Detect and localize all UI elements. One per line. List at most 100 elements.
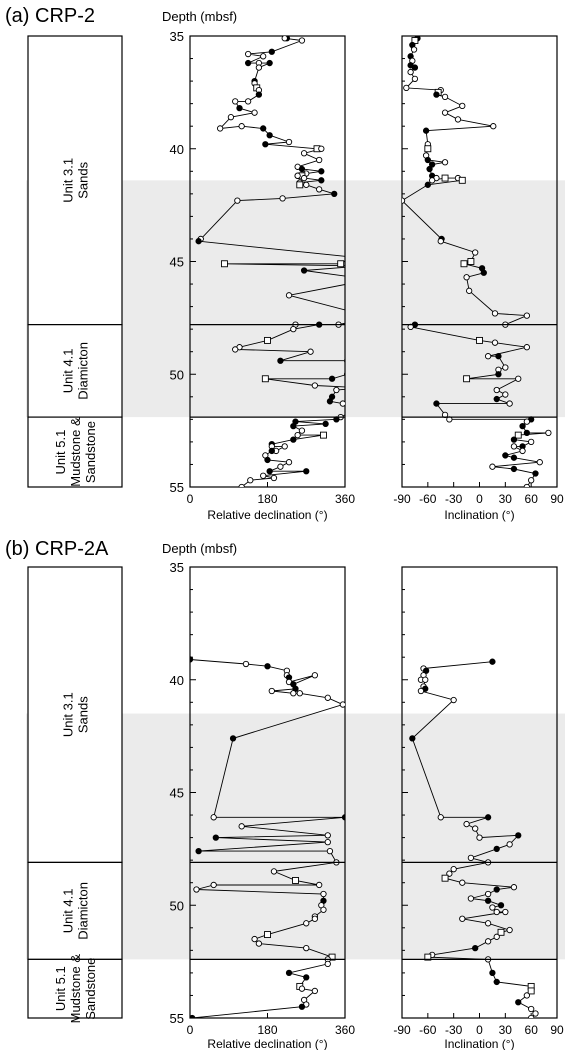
data-point-filled [322,420,329,428]
data-point-filled [502,452,509,459]
x-axis-label: Inclination (°) [444,1037,514,1050]
data-point-square [476,336,483,344]
data-point-open [311,915,319,922]
unit-label: Sands [76,696,91,733]
data-point-square [296,181,304,189]
unit-box [27,566,123,864]
data-point-filled [303,468,310,475]
x-tick: 90 [550,1023,564,1037]
data-point-open [545,429,552,437]
data-point-filled [489,969,496,977]
data-point-open [281,36,288,42]
data-point-open [324,960,331,968]
data-point-open [320,890,327,898]
data-point-open [210,814,217,821]
x-tick: 60 [525,492,539,506]
data-point-open [523,344,531,351]
data-point-open [316,881,323,889]
data-point-open [441,109,449,116]
data-point-open [441,159,449,166]
data-point-open [227,114,235,121]
data-point-open [484,938,492,945]
data-point-open [523,992,531,999]
data-point-open [403,84,410,92]
data-point-square [463,375,471,383]
data-point-open [251,935,258,943]
x-tick-labels: 0 180 360 [187,492,356,506]
data-point-open [244,98,252,105]
data-point-square [292,876,299,884]
data-point-open [489,463,496,470]
data-point-filled [515,999,522,1006]
data-point-open [260,53,267,60]
data-point-open [294,431,301,439]
data-point-open [294,172,301,179]
data-point-open [255,940,263,947]
data-point-open [303,944,310,952]
data-point-open [238,823,245,830]
markers [409,658,539,1018]
data-point-filled [433,400,440,407]
data-point-square [514,431,522,439]
data-point-open [324,838,331,846]
data-point-filled [433,91,440,98]
x-tick: -30 [445,1023,463,1037]
data-point-filled [328,375,336,382]
data-point-open [247,477,254,484]
data-point-open [528,477,535,484]
data-point-open [333,386,340,394]
data-point-filled [264,456,271,464]
depth-tick-labels: 35 40 45 50 55 [170,29,184,495]
data-point-open [523,483,531,487]
x-axis-label: Relative declination (°) [207,1037,327,1050]
data-point-square [337,260,345,268]
depth-tick: 35 [170,29,184,44]
data-point-open [502,364,509,371]
data-point-open [260,472,267,479]
x-tick: 90 [550,492,564,506]
data-point-open [523,418,531,425]
data-point-open [298,985,306,992]
data-point-square [497,928,505,936]
x-tick-labels: -90 -60 -30 0 30 60 90 [393,492,564,506]
data-point-filled [195,238,202,245]
data-point-open [324,694,331,701]
data-point-square [424,145,432,153]
data-point-square [458,176,466,184]
data-point-filled [290,436,297,443]
panel-a: (a) CRP-2 Depth (mbsf) Unit 3.1 SandsUnit… [5,5,565,522]
data-point-open [298,427,306,434]
data-point-open [298,37,306,44]
data-point-open [417,687,425,695]
depth-tick: 50 [170,898,184,913]
data-point-open [285,138,293,146]
x-tick: 60 [525,1023,539,1037]
x-tick: 30 [499,492,513,506]
unit-label: Diamicton [76,882,91,940]
data-point-square [264,336,271,344]
data-point-filled [493,886,500,893]
data-point-open [277,463,284,470]
data-point-open [515,375,522,382]
data-point-open [459,915,466,922]
data-point-open [519,447,526,455]
data-point-open [493,908,500,916]
unit-label: Sandstone [83,958,98,1020]
unit-label: Mudstone & [68,954,83,1024]
data-point-open [281,443,288,450]
panel-b: (b) CRP-2A Depth (mbsf) Unit 3.1 SandsUni… [5,538,565,1050]
data-point-open [506,400,513,407]
data-point-open [339,701,345,708]
x-tick-labels: 0 180 360 [187,1023,356,1037]
unit-label: Unit 5.1 [53,966,68,1011]
x-tick: -90 [393,1023,411,1037]
data-point-filled [266,468,273,475]
data-point-filled [244,59,252,67]
x-axis-label: Relative declination (°) [207,508,327,522]
data-point-filled [495,353,502,360]
data-point-open [502,391,509,398]
data-point-filled [497,902,505,909]
data-point-open [251,109,258,116]
data-point-filled [298,1003,306,1010]
data-point-square [527,987,535,995]
